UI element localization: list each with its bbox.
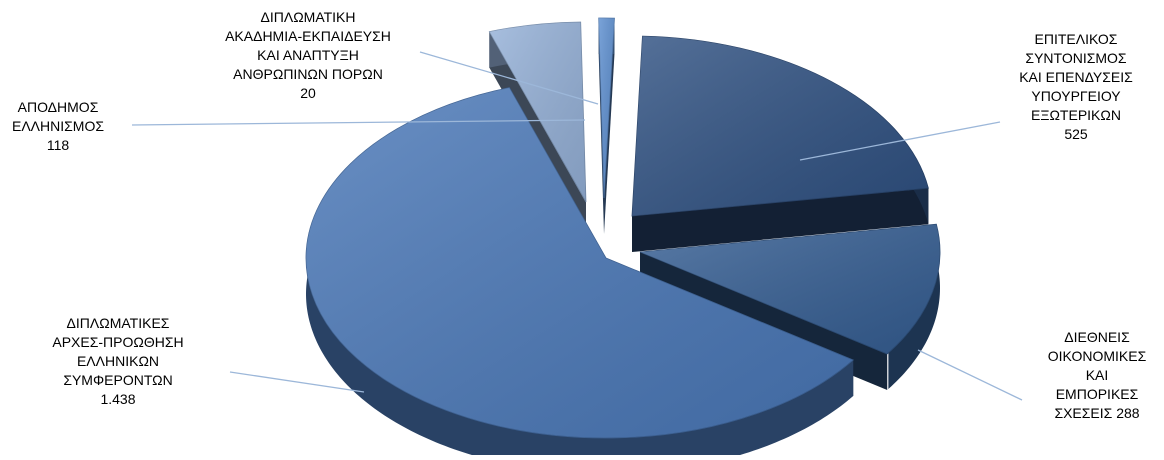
pie-slice-side-2: [306, 88, 854, 460]
data-label-line: ΔΙΠΛΩΜΑΤΙΚΕΣ: [67, 315, 170, 331]
pie-slice-shade-1: [640, 224, 941, 354]
leader-line-2: [229, 371, 365, 393]
data-label-2: ΔΙΠΛΩΜΑΤΙΚΕΣ ΑΡΧΕΣ-ΠΡΟΩΘΗΣΗ ΕΛΛΗΝΙΚΩΝ ΣΥΜΦΕ…: [52, 315, 183, 407]
pie-slice-shade-3: [489, 22, 586, 202]
data-label-0: ΕΠΙΤΕΛΙΚΟΣ ΣΥΝΤΟΝΙΣΜΟΣ ΚΑΙ ΕΠΕΝΔΥΣΕΙΣ ΥΠΟΥΡ…: [1019, 31, 1133, 142]
leader-line-3: [131, 119, 586, 126]
data-label-line: ΑΝΘΡΩΠΙΝΩΝ ΠΟΡΩΝ: [233, 66, 383, 82]
data-label-line: ΑΠΟΔΗΜΟΣ: [18, 99, 99, 115]
leader-line-1: [917, 349, 1023, 401]
data-label-line: ΚΑΙ: [1086, 367, 1109, 383]
data-label-line: ΑΡΧΕΣ-ΠΡΟΩΘΗΣΗ: [52, 334, 183, 350]
data-label-line: ΕΜΠΟΡΙΚΕΣ: [1056, 386, 1139, 402]
pie-slice-shade-4: [598, 17, 615, 199]
pie-slice-wall-4-1: [604, 18, 615, 235]
data-label-line: ΟΙΚΟΝΟΜΙΚΕΣ: [1048, 348, 1147, 364]
pie-slice-shade-0: [632, 36, 929, 216]
leader-line-0: [799, 121, 1001, 161]
data-label-line: ΚΑΙ ΑΝΑΠΤΥΞΗ: [257, 47, 359, 63]
data-label-line: ΕΞΩΤΕΡΙΚΩΝ: [1031, 107, 1121, 123]
data-label-line: ΥΠΟΥΡΓΕΙΟΥ: [1031, 88, 1121, 104]
data-label-line: 525: [1064, 126, 1088, 142]
data-label-line: ΕΛΛΗΝΙΣΜΟΣ: [12, 118, 104, 134]
data-label-line: ΕΛΛΗΝΙΚΩΝ: [77, 353, 159, 369]
data-label-line: 20: [300, 85, 316, 101]
data-label-line: ΚΑΙ ΕΠΕΝΔΥΣΕΙΣ: [1019, 69, 1133, 85]
data-label-line: ΣΧΕΣΕΙΣ 288: [1054, 405, 1139, 421]
leader-line-4: [419, 51, 599, 105]
pie-slice-shade-2: [306, 87, 854, 438]
data-label-4: ΔΙΠΛΩΜΑΤΙΚΗ ΑΚΑΔΗΜΙΑ-ΕΚΠΑΙΔΕΥΣΗ ΚΑΙ ΑΝΑΠΤΥ…: [225, 9, 391, 101]
data-label-1: ΔΙΕΘΝΕΙΣ ΟΙΚΟΝΟΜΙΚΕΣ ΚΑΙ ΕΜΠΟΡΙΚΕΣ ΣΧΕΣΕΙΣ 2…: [1048, 329, 1147, 421]
data-label-3: ΑΠΟΔΗΜΟΣ ΕΛΛΗΝΙΣΜΟΣ 118: [12, 99, 104, 153]
data-label-line: ΣΥΜΦΕΡΟΝΤΩΝ: [63, 372, 172, 388]
data-label-line: ΔΙΕΘΝΕΙΣ: [1064, 329, 1130, 345]
data-label-line: ΕΠΙΤΕΛΙΚΟΣ: [1035, 31, 1118, 47]
data-label-line: ΑΚΑΔΗΜΙΑ-ΕΚΠΑΙΔΕΥΣΗ: [225, 28, 391, 44]
pie-slice-wall-0-1: [632, 188, 929, 252]
pie-slice-side-1: [888, 224, 940, 389]
data-label-line: 1.438: [100, 391, 135, 407]
data-label-line: ΔΙΠΛΩΜΑΤΙΚΗ: [260, 9, 355, 25]
data-label-line: ΣΥΝΤΟΝΙΣΜΟΣ: [1025, 50, 1126, 66]
data-label-line: 118: [47, 137, 70, 153]
